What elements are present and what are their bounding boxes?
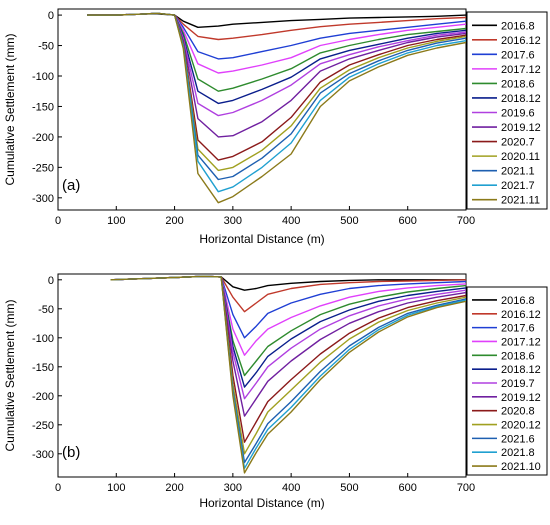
legend-label: 2018.12 bbox=[501, 364, 541, 376]
legend: 2016.8 2016.12 2017.6 2017.12 2018.6 2018.12 2… bbox=[466, 11, 548, 210]
series-line-2021.11 bbox=[87, 12, 466, 204]
panel-label: (b) bbox=[62, 444, 80, 461]
x-axis-label: Horizontal Distance (m) bbox=[199, 232, 324, 246]
x-tick-label: 100 bbox=[107, 215, 125, 227]
x-tick-label: 200 bbox=[165, 215, 183, 227]
x-tick-label: 500 bbox=[340, 482, 358, 494]
legend-label: 2021.10 bbox=[501, 461, 541, 473]
series-line-2018.6 bbox=[110, 275, 466, 377]
y-axis-label: Cumulative Settlement (mm) bbox=[3, 299, 17, 451]
y-tick-label: -50 bbox=[38, 41, 54, 53]
x-tick-label: 500 bbox=[340, 215, 358, 227]
x-tick-label: 300 bbox=[224, 215, 242, 227]
legend-label: 2018.6 bbox=[501, 78, 535, 90]
x-tick-label: 400 bbox=[282, 215, 300, 227]
y-tick-label: -100 bbox=[32, 71, 54, 83]
legend-label: 2020.8 bbox=[501, 406, 535, 418]
legend-label: 2016.12 bbox=[501, 35, 541, 47]
legend-label: 2016.8 bbox=[501, 295, 535, 307]
series-group bbox=[87, 12, 466, 204]
legend-label: 2017.12 bbox=[501, 336, 541, 348]
series-line-2019.6 bbox=[87, 12, 466, 117]
legend-label: 2021.6 bbox=[501, 433, 535, 445]
y-tick-label: -200 bbox=[32, 391, 54, 403]
legend-label: 2016.8 bbox=[501, 20, 535, 32]
legend-label: 2020.7 bbox=[501, 137, 535, 149]
x-tick-label: 0 bbox=[55, 215, 61, 227]
legend-label: 2021.1 bbox=[501, 166, 535, 178]
legend-label: 2019.12 bbox=[501, 122, 541, 134]
legend-label: 2020.11 bbox=[501, 151, 540, 163]
y-tick-label: -200 bbox=[32, 132, 54, 144]
y-tick-label: -300 bbox=[32, 193, 54, 205]
x-tick-label: 100 bbox=[107, 482, 125, 494]
legend-label: 2021.11 bbox=[501, 195, 540, 207]
legend-label: 2017.6 bbox=[501, 49, 535, 61]
plot-frame bbox=[57, 8, 467, 211]
x-tick-label: 200 bbox=[165, 482, 183, 494]
series-line-2021.8 bbox=[110, 275, 466, 469]
plot-frame bbox=[57, 273, 467, 478]
y-tick-label: -300 bbox=[32, 449, 54, 461]
y-tick-label: 0 bbox=[48, 10, 54, 22]
panel-label: (a) bbox=[62, 177, 80, 194]
y-tick-label: -50 bbox=[38, 304, 54, 316]
x-tick-label: 600 bbox=[399, 482, 417, 494]
chart-panel-1: 0 100 200 300 400 500 600 700 0 -50 -100 -150 -200 -2… bbox=[3, 8, 548, 246]
legend-label: 2020.12 bbox=[501, 420, 541, 432]
legend-label: 2019.7 bbox=[501, 378, 535, 390]
x-tick-label: 300 bbox=[224, 482, 242, 494]
chart-panel-2: 0 100 200 300 400 500 600 700 0 -50 -100 -150 -200 -2… bbox=[3, 273, 548, 510]
series-line-2017.12 bbox=[87, 12, 466, 74]
series-line-2021.10 bbox=[110, 275, 466, 474]
x-tick-label: 700 bbox=[457, 215, 475, 227]
x-tick-label: 700 bbox=[457, 482, 475, 494]
legend-label: 2021.7 bbox=[501, 180, 535, 192]
legend-label: 2021.8 bbox=[501, 447, 535, 459]
y-tick-label: 0 bbox=[48, 275, 54, 287]
y-axis-label: Cumulative Settlement (mm) bbox=[3, 33, 17, 185]
x-tick-label: 600 bbox=[399, 215, 417, 227]
series-line-2020.12 bbox=[110, 275, 466, 455]
y-tick-label: -150 bbox=[32, 101, 54, 113]
y-tick-label: -250 bbox=[32, 420, 54, 432]
y-tick-label: -100 bbox=[32, 333, 54, 345]
legend-label: 2018.6 bbox=[501, 350, 535, 362]
series-line-2020.8 bbox=[110, 275, 466, 443]
legend-label: 2019.12 bbox=[501, 392, 541, 404]
series-group bbox=[110, 275, 466, 474]
legend-label: 2016.12 bbox=[501, 309, 541, 321]
legend-label: 2019.6 bbox=[501, 108, 535, 120]
x-axis-label: Horizontal Distance (m) bbox=[199, 496, 324, 510]
legend-box bbox=[466, 11, 548, 210]
x-tick-label: 400 bbox=[282, 482, 300, 494]
series-line-2019.12 bbox=[110, 275, 466, 417]
legend-label: 2017.6 bbox=[501, 323, 535, 335]
legend-label: 2017.12 bbox=[501, 64, 541, 76]
y-tick-label: -150 bbox=[32, 362, 54, 374]
series-line-2018.12 bbox=[110, 275, 466, 388]
x-tick-label: 0 bbox=[55, 482, 61, 494]
legend-box bbox=[466, 286, 548, 476]
y-tick-label: -250 bbox=[32, 162, 54, 174]
legend-label: 2018.12 bbox=[501, 93, 541, 105]
